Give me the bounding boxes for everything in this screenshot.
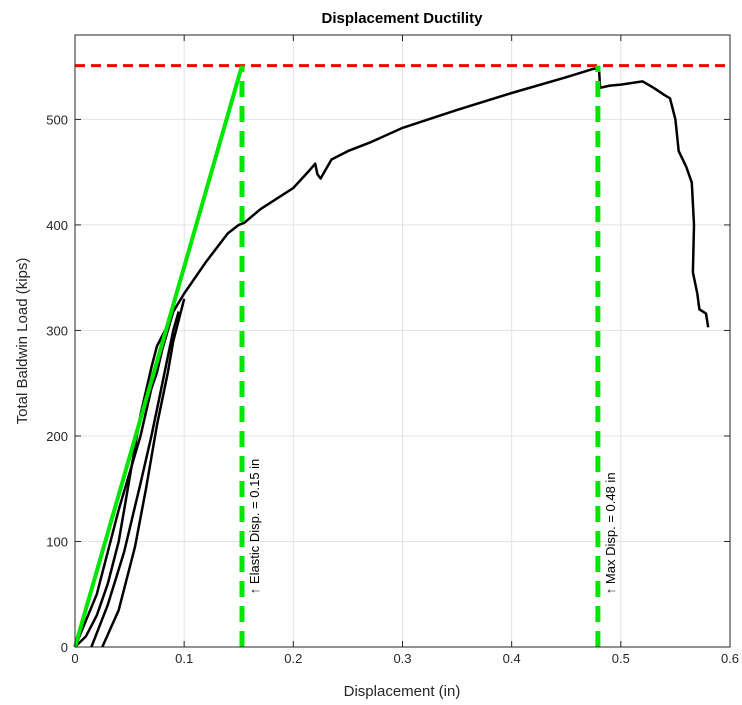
y-tick-label: 400 (46, 218, 68, 233)
x-tick-label: 0.2 (284, 651, 302, 666)
data-series (73, 64, 730, 648)
y-axis-label: Total Baldwin Load (kips) (14, 258, 31, 425)
max-disp-annotation: ↑ Max Disp. = 0.48 in (603, 472, 618, 594)
unload-curve-3 (101, 298, 186, 648)
x-tick-label: 0 (71, 651, 78, 666)
y-tick-label: 300 (46, 323, 68, 338)
x-tick-label: 0.5 (612, 651, 630, 666)
x-tick-label: 0.1 (175, 651, 193, 666)
y-tick-label: 200 (46, 429, 68, 444)
x-tick-label: 0.6 (721, 651, 739, 666)
ticks: 0 0.1 0.2 0.3 0.4 0.5 0.6 0 100 200 300 400 500 (46, 35, 739, 666)
elastic-stiffness-line (73, 65, 244, 648)
load-displacement-curve (74, 67, 710, 648)
y-tick-label: 0 (61, 640, 68, 655)
x-tick-label: 0.4 (503, 651, 521, 666)
annotations: ↑ Elastic Disp. = 0.15 in ↑ Max Disp. = 0… (247, 459, 618, 594)
chart-title: Displacement Ductility (322, 10, 484, 27)
unload-curve-2 (90, 311, 180, 648)
elastic-disp-annotation: ↑ Elastic Disp. = 0.15 in (247, 459, 262, 594)
y-tick-label: 100 (46, 534, 68, 549)
y-tick-label: 500 (46, 112, 68, 127)
x-axis-label: Displacement (in) (344, 683, 461, 700)
x-tick-label: 0.3 (393, 651, 411, 666)
